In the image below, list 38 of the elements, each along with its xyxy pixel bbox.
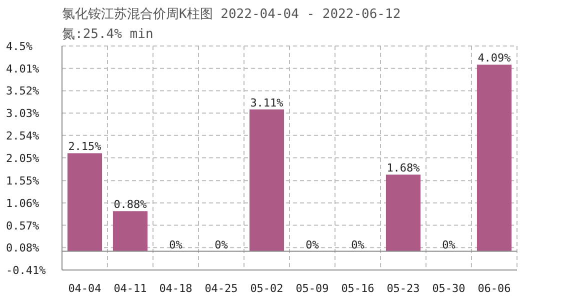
x-tick-label: 04-18 [159,282,192,295]
data-label: 2.15% [68,140,102,154]
y-tick-label: -0.41% [6,264,46,277]
x-tick-label: 04-04 [68,282,102,295]
data-label: 0% [169,238,183,252]
y-tick-label: 3.52% [6,84,40,98]
bar [249,109,284,252]
x-tick-label: 05-02 [250,282,284,295]
y-tick-label: 2.05% [6,152,40,165]
x-tick-label: 05-16 [341,282,374,295]
chart-title: 氯化铵江苏混合价周K柱图 2022-04-04 - 2022-06-12 [62,7,401,22]
data-label: 0% [351,238,365,252]
x-tick-label: 06-06 [478,282,511,295]
y-tick-label: 1.55% [6,174,40,188]
bar [112,211,148,252]
x-tick-label: 04-25 [204,282,238,295]
bar [67,153,102,252]
x-tick-label: 05-09 [296,282,329,295]
y-tick-label: 2.54% [6,129,40,142]
y-tick-label: 0.57% [6,219,40,232]
x-tick-label: 04-11 [114,282,147,295]
bar [476,64,512,252]
bar [386,174,421,252]
chart-subtitle: 氮:25.4% min [62,27,154,42]
y-tick-label: 4.01% [6,62,40,76]
x-tick-label: 05-30 [432,282,466,295]
x-tick-label: 05-23 [386,282,420,295]
data-label: 0% [442,238,456,252]
y-tick-label: 0.08% [6,242,40,255]
data-label: 0% [214,238,228,252]
y-tick-label: 1.06% [6,196,40,210]
data-label: 1.68% [386,162,420,175]
data-label: 0.88% [114,198,148,212]
data-label: 4.09% [478,52,512,65]
y-tick-label: 4.5% [6,40,33,53]
data-label: 0% [306,238,320,252]
y-tick-label: 3.03% [6,107,40,120]
data-label: 3.11% [250,96,284,110]
